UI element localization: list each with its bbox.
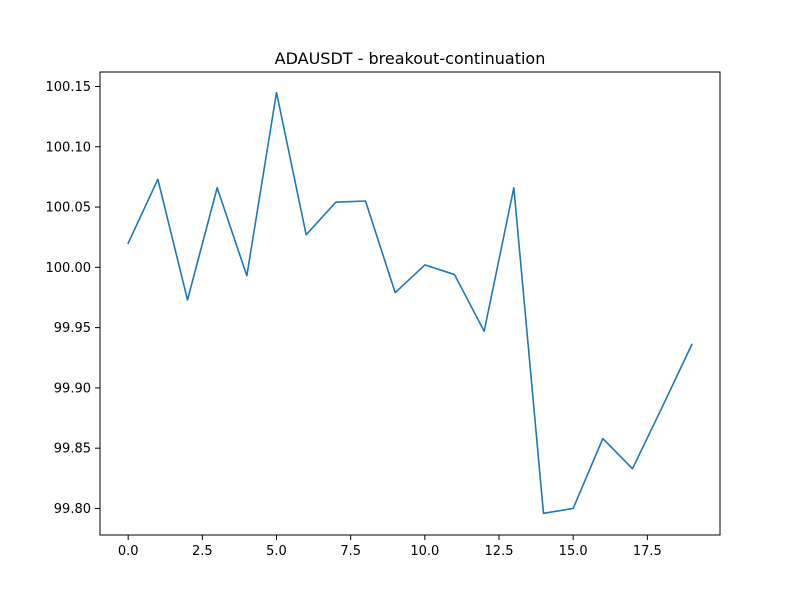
y-tick-label: 100.10	[46, 140, 92, 155]
chart-title: ADAUSDT - breakout-continuation	[275, 49, 546, 68]
y-tick-label: 99.85	[54, 442, 91, 457]
y-tick-label: 99.90	[54, 381, 91, 396]
y-tick-label: 100.00	[46, 261, 92, 276]
x-tick-label: 7.5	[340, 544, 361, 559]
series-layer	[127, 91, 693, 515]
x-tick-label: 2.5	[192, 544, 213, 559]
x-tick-label: 15.0	[559, 544, 588, 559]
x-tick-label: 0.0	[118, 544, 139, 559]
y-tick-label: 100.15	[46, 80, 92, 95]
y-tick-label: 100.05	[46, 201, 92, 216]
y-tick-label: 99.95	[54, 321, 91, 336]
y-tick-label: 99.80	[54, 502, 91, 517]
y-axis: 99.80 99.85 99.90 99.95 100.00 100.05 100.10 10…	[46, 80, 100, 517]
x-axis: 0.0 2.5 5.0 7.5 10.0 12.5 15.0 17.5	[118, 535, 662, 559]
x-tick-label: 17.5	[633, 544, 662, 559]
plot-frame	[99, 71, 721, 536]
x-tick-label: 5.0	[266, 544, 287, 559]
x-tick-label: 10.0	[410, 544, 439, 559]
x-tick-label: 12.5	[485, 544, 514, 559]
series-line	[127, 91, 693, 515]
